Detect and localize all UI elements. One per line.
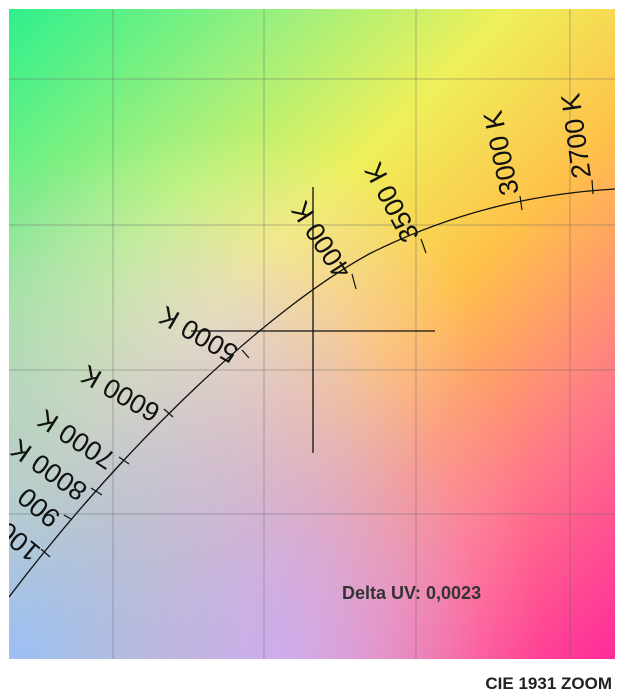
delta-uv-annotation: Delta UV: 0,0023 <box>342 583 482 603</box>
label-3500: 3500 K <box>359 158 426 248</box>
tick-7000 <box>118 456 130 465</box>
label-5000: 5000 K <box>154 300 243 369</box>
label-3000: 3000 K <box>478 108 525 198</box>
crosshair-marker <box>191 187 435 453</box>
tick-2700 <box>591 179 594 195</box>
diagram-title: CIE 1931 ZOOM <box>485 674 612 693</box>
tick-1000 <box>40 548 51 558</box>
tick-6000 <box>163 408 174 418</box>
tick-4000 <box>351 273 357 290</box>
grid <box>9 9 615 659</box>
tick-8000 <box>90 487 103 496</box>
tick-900 <box>63 514 72 520</box>
tick-5000 <box>241 349 250 359</box>
label-2700: 2700 K <box>555 91 597 180</box>
locus-svg: 1000 900 8000 K 7000 K 6000 K 5000 K 400… <box>9 9 615 659</box>
label-4000: 4000 K <box>285 196 357 284</box>
chromaticity-plot: 1000 900 8000 K 7000 K 6000 K 5000 K 400… <box>9 9 615 659</box>
locus-ticks <box>40 179 594 558</box>
tick-3500 <box>420 238 427 254</box>
tick-3000 <box>519 195 523 211</box>
label-6000: 6000 K <box>76 359 165 428</box>
locus-labels: 1000 900 8000 K 7000 K 6000 K 5000 K 400… <box>9 91 597 567</box>
